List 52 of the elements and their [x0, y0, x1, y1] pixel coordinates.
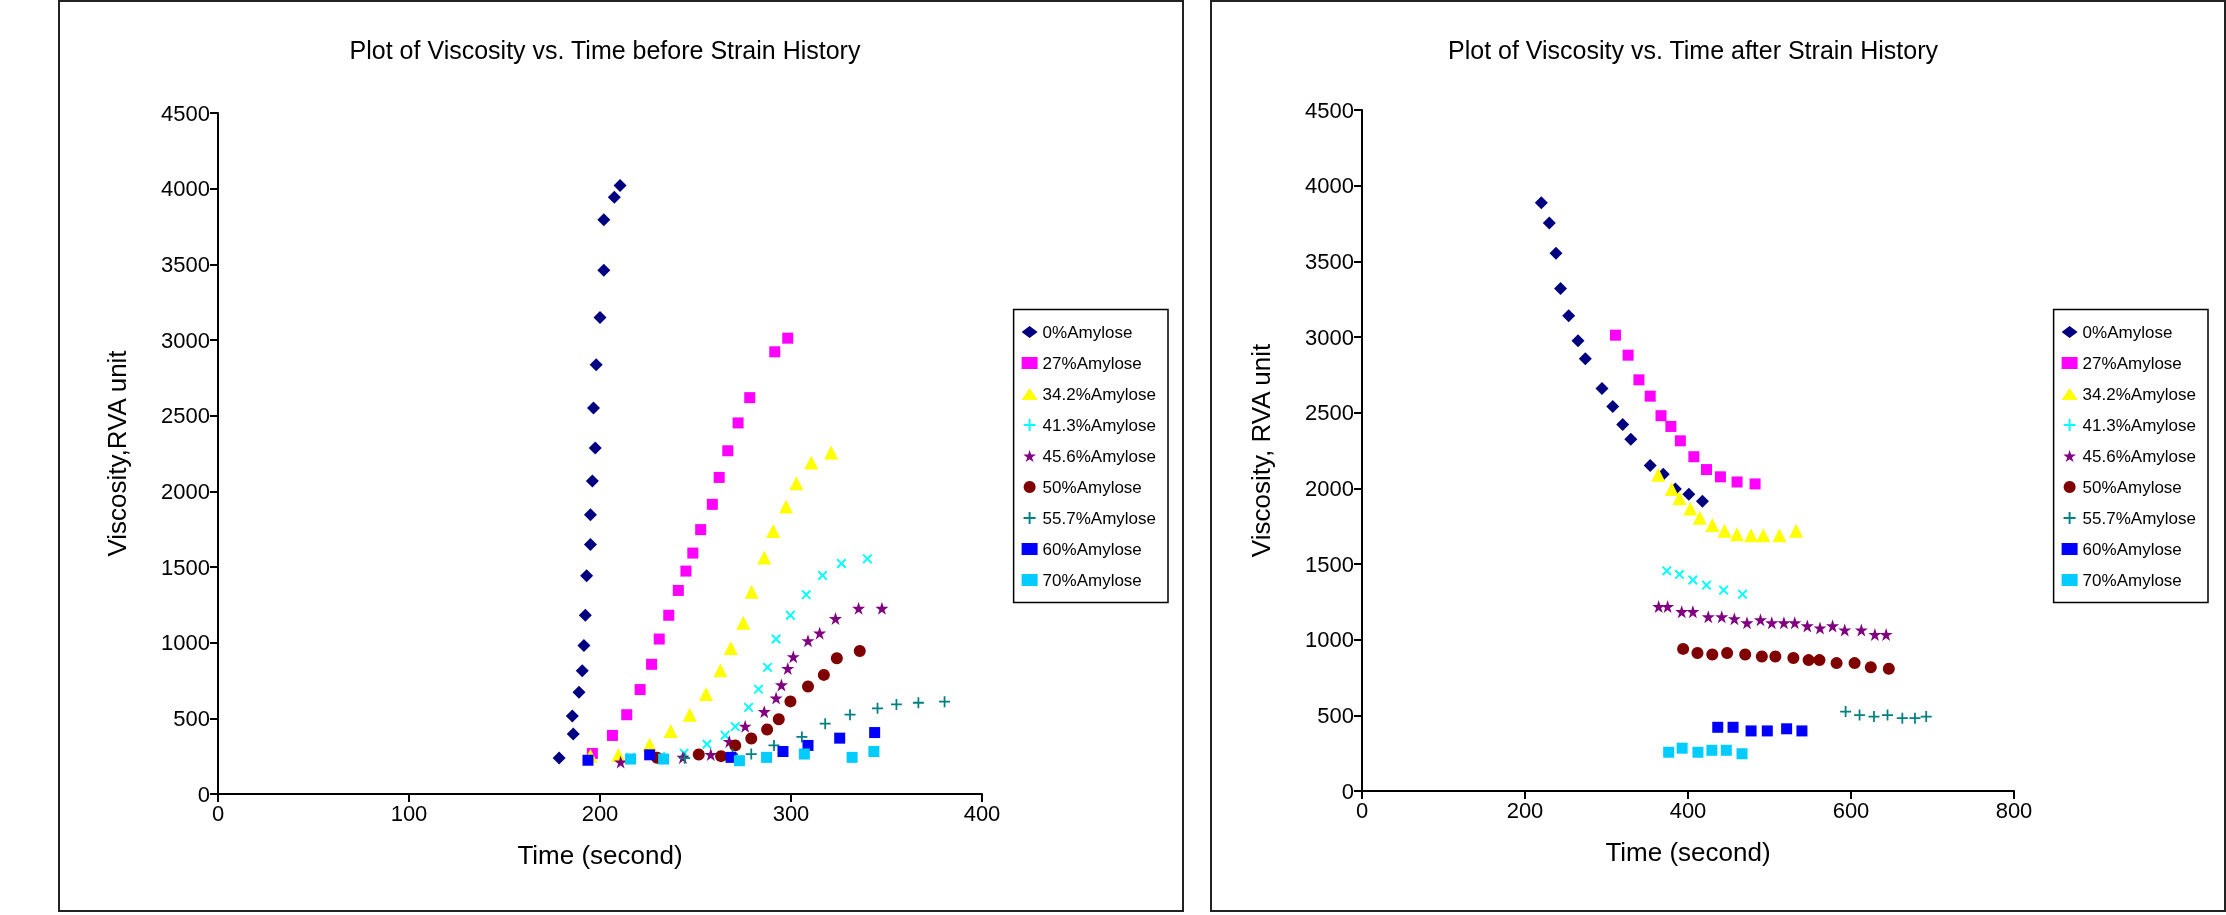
y-axis-title: Viscosity,RVA unit	[102, 349, 132, 557]
x-axis-title: Time (second)	[1605, 837, 1771, 867]
y-tick-label: 4500	[161, 100, 210, 126]
legend-label: 50%Amylose	[2082, 477, 2182, 497]
y-tick-label: 500	[173, 705, 210, 731]
chart-title: Plot of Viscosity vs. Time before Strain History	[349, 35, 861, 64]
y-tick-label: 1500	[1305, 551, 1354, 577]
legend-label: 27%Amylose	[2082, 353, 2182, 373]
y-tick-label: 2500	[1305, 400, 1354, 426]
x-tick-label: 100	[390, 800, 428, 826]
x-tick-label: 200	[1506, 797, 1544, 823]
legend-label: 55.7%Amylose	[2082, 508, 2196, 528]
x-tick-label: 800	[1995, 797, 2033, 823]
legend-label: 27%Amylose	[1042, 353, 1142, 373]
legend-label: 70%Amylose	[2082, 570, 2182, 590]
chart-title: Plot of Viscosity vs. Time after Strain History	[1448, 35, 1939, 64]
y-tick-label: 0	[1341, 778, 1354, 804]
y-tick-label: 3500	[161, 251, 210, 277]
x-tick-label: 200	[581, 800, 619, 826]
x-tick-label: 400	[1669, 797, 1707, 823]
legend-label: 45.6%Amylose	[1042, 446, 1156, 466]
y-tick-label: 500	[1317, 702, 1354, 728]
y-tick-label: 1500	[161, 554, 210, 580]
legend-label: 60%Amylose	[1042, 539, 1142, 559]
legend-label: 34.2%Amylose	[2082, 384, 2196, 404]
legend-label: 50%Amylose	[1042, 477, 1142, 497]
y-tick-label: 2500	[161, 403, 210, 429]
y-tick-label: 4000	[1305, 173, 1354, 199]
y-tick-label: 3000	[1305, 324, 1354, 350]
y-tick-label: 4500	[1305, 97, 1354, 123]
y-axis-title: Viscosity, RVA unit	[1246, 343, 1276, 558]
legend-label: 34.2%Amylose	[1042, 384, 1156, 404]
y-tick-label: 3000	[161, 327, 210, 353]
x-tick-label: 600	[1832, 797, 1870, 823]
legend-label: 0%Amylose	[1042, 322, 1133, 342]
legend-label: 70%Amylose	[1042, 570, 1142, 590]
x-tick-label: 300	[772, 800, 810, 826]
y-tick-label: 3500	[1305, 248, 1354, 274]
y-tick-label: 2000	[161, 478, 210, 504]
legend-label: 55.7%Amylose	[1042, 508, 1156, 528]
legend-label: 0%Amylose	[2082, 322, 2173, 342]
x-tick-label: 400	[963, 800, 1001, 826]
legend-label: 41.3%Amylose	[1042, 415, 1156, 435]
y-tick-label: 1000	[1305, 627, 1354, 653]
x-axis-title: Time (second)	[517, 840, 683, 870]
y-tick-label: 2000	[1305, 475, 1354, 501]
y-tick-label: 4000	[161, 176, 210, 202]
legend-label: 60%Amylose	[2082, 539, 2182, 559]
legend-label: 41.3%Amylose	[2082, 415, 2196, 435]
legend-label: 45.6%Amylose	[2082, 446, 2196, 466]
y-tick-label: 1000	[161, 630, 210, 656]
y-tick-label: 0	[197, 781, 210, 807]
